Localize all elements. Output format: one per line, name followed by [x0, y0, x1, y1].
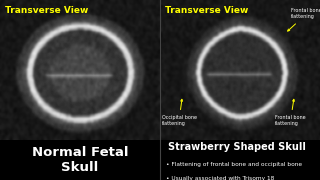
Text: • Flattening of frontal bone and occipital bone: • Flattening of frontal bone and occipit… — [166, 162, 302, 167]
Text: Transverse View: Transverse View — [5, 6, 88, 15]
Text: Frontal bone
flattening: Frontal bone flattening — [275, 99, 306, 126]
Text: Frontal bone
flattening: Frontal bone flattening — [288, 8, 320, 31]
Text: Occipital bone
flattening: Occipital bone flattening — [162, 99, 196, 126]
Text: Transverse View: Transverse View — [165, 6, 248, 15]
Text: Strawberry Shaped Skull: Strawberry Shaped Skull — [168, 142, 306, 152]
Text: • Usually associated with Trisomy 18: • Usually associated with Trisomy 18 — [166, 176, 275, 180]
Text: Normal Fetal
Skull: Normal Fetal Skull — [32, 146, 128, 174]
